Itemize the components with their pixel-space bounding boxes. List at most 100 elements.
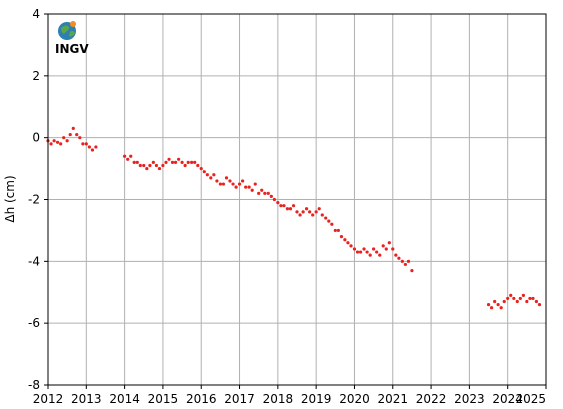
data-point <box>327 219 331 223</box>
data-point <box>186 160 190 164</box>
data-point <box>205 173 209 177</box>
data-point <box>75 132 79 137</box>
data-point <box>298 213 302 217</box>
y-axis: 4 2 0 -2 -4 -6 -8 <box>28 7 48 392</box>
data-point <box>71 126 75 130</box>
data-point <box>138 163 142 168</box>
data-point <box>250 188 254 192</box>
data-point <box>320 213 324 217</box>
data-point <box>81 142 85 146</box>
data-point <box>521 293 526 297</box>
data-point <box>346 241 350 245</box>
data-point <box>221 182 226 186</box>
y-tick-label: -6 <box>28 316 40 330</box>
y-axis-label: Δh (cm) <box>3 175 17 222</box>
data-point <box>224 176 229 180</box>
data-point <box>496 303 500 307</box>
data-point <box>525 299 529 304</box>
data-point <box>512 296 516 301</box>
data-point <box>49 142 53 146</box>
data-point <box>183 163 187 168</box>
data-point <box>490 306 494 310</box>
x-tick-label: 2015 <box>148 392 179 406</box>
data-point <box>257 191 261 195</box>
data-point <box>391 247 395 251</box>
x-axis: 2012 2013 2014 2015 2016 2017 2018 2019 2020 2021… <box>33 385 547 406</box>
data-point <box>173 160 178 164</box>
data-point <box>349 244 353 248</box>
data-point <box>202 170 206 174</box>
data-point <box>90 148 95 152</box>
data-point <box>84 142 88 146</box>
data-point <box>263 191 267 195</box>
data-point <box>295 210 299 214</box>
x-tick-label: 2023 <box>454 392 485 406</box>
data-point <box>154 163 159 168</box>
data-point <box>330 222 334 226</box>
data-point <box>403 262 408 267</box>
star-icon <box>70 21 76 27</box>
data-point <box>502 299 506 304</box>
data-point <box>518 296 522 301</box>
data-point <box>234 185 238 189</box>
data-point <box>375 250 379 254</box>
data-point <box>314 210 318 214</box>
data-point <box>368 253 372 257</box>
data-point <box>228 179 232 183</box>
data-point <box>65 139 69 143</box>
data-point <box>537 303 542 307</box>
data-point <box>126 157 130 161</box>
data-point <box>352 247 357 251</box>
data-point <box>534 299 539 304</box>
ingv-logo: INGV <box>55 21 89 56</box>
x-tick-label: 2025 <box>515 392 546 406</box>
data-point <box>406 259 411 263</box>
data-point <box>372 247 376 251</box>
y-tick-label: 2 <box>32 69 40 83</box>
data-point <box>311 213 315 217</box>
x-tick-label: 2021 <box>377 392 408 406</box>
data-point <box>129 154 133 158</box>
data-point <box>304 207 309 211</box>
data-point <box>324 216 328 220</box>
x-tick-label: 2013 <box>71 392 102 406</box>
data-point <box>279 204 283 208</box>
data-point <box>123 154 127 158</box>
data-point <box>288 207 293 211</box>
data-point <box>59 142 63 146</box>
data-point <box>336 228 340 233</box>
data-point <box>148 163 152 168</box>
data-points <box>46 126 542 310</box>
y-tick-label: -2 <box>28 193 40 207</box>
data-point <box>272 197 276 202</box>
data-point <box>190 160 194 164</box>
data-point <box>362 247 366 251</box>
data-point <box>151 160 155 164</box>
data-point <box>515 299 519 304</box>
x-tick-label: 2017 <box>224 392 255 406</box>
data-point <box>231 182 235 186</box>
data-point <box>145 166 149 171</box>
data-point <box>55 140 60 144</box>
data-point <box>209 176 213 180</box>
data-point <box>282 204 286 208</box>
data-point <box>180 160 184 164</box>
data-point <box>142 163 146 168</box>
data-point <box>531 296 535 301</box>
data-point <box>285 207 290 211</box>
data-point <box>387 241 391 245</box>
data-point <box>199 166 203 171</box>
data-point <box>247 185 251 189</box>
data-point <box>87 145 91 149</box>
x-tick-label: 2012 <box>33 392 64 406</box>
data-point <box>355 250 360 254</box>
data-point <box>506 296 510 301</box>
data-point <box>493 299 497 304</box>
y-tick-label: 4 <box>32 7 40 21</box>
data-point <box>157 166 162 171</box>
data-point <box>317 207 321 211</box>
data-point <box>343 238 347 242</box>
x-tick-label: 2022 <box>416 392 447 406</box>
data-point <box>410 269 414 273</box>
